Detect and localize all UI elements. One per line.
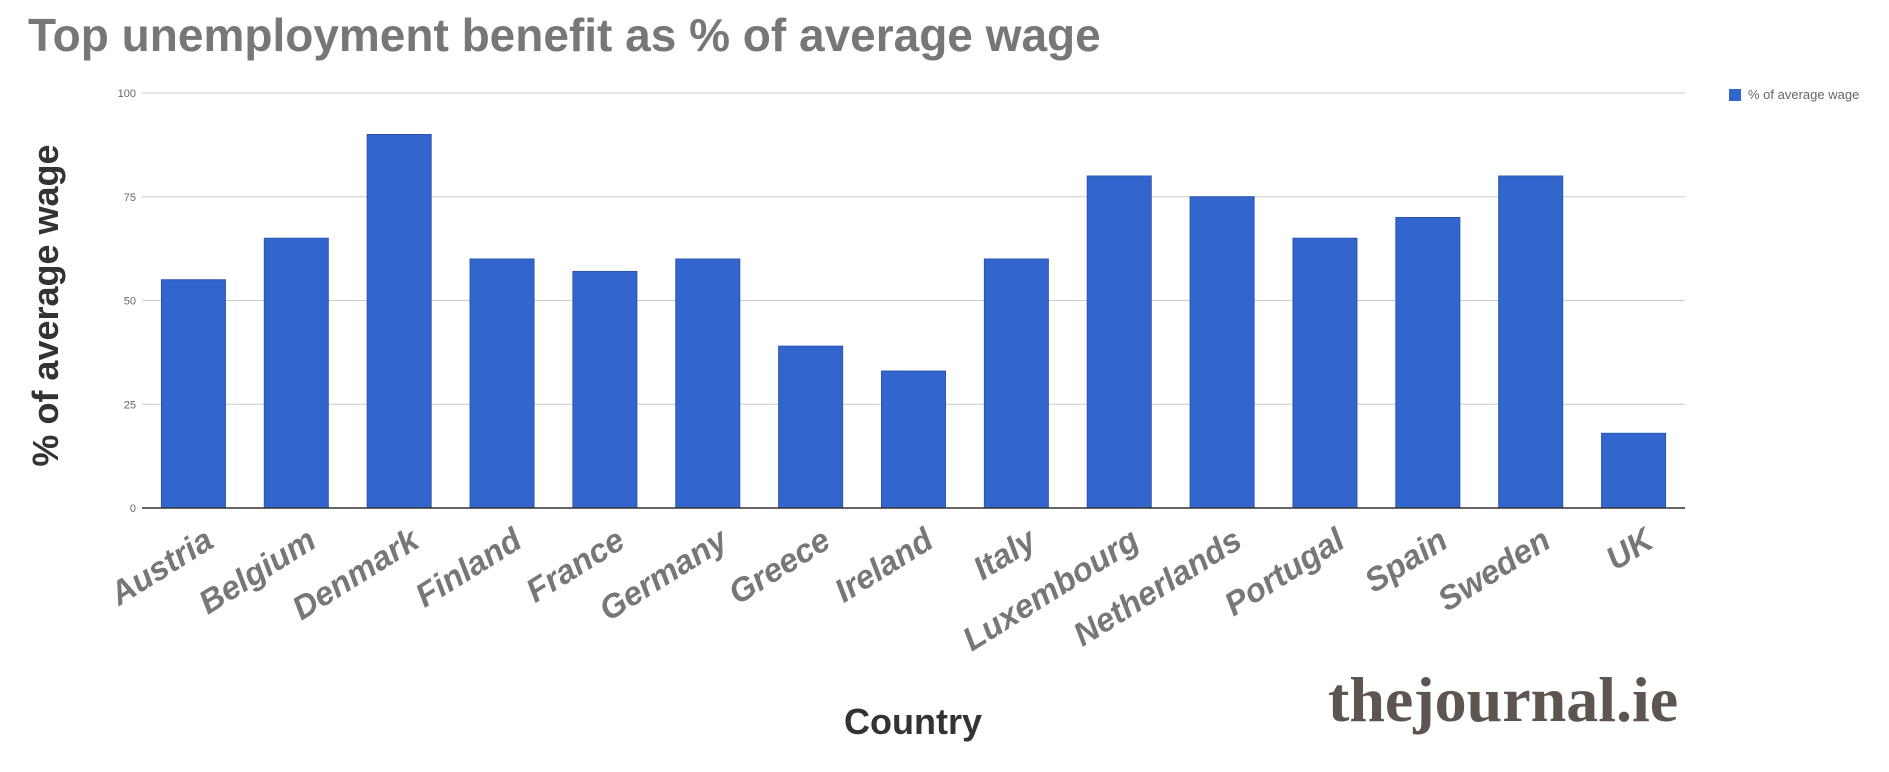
bar-greece <box>778 345 844 509</box>
thejournal-logo-watermark: thejournal.ie <box>1328 664 1678 735</box>
x-tick-label: Portugal <box>1218 520 1352 623</box>
bar-belgium <box>263 237 329 509</box>
bar-finland <box>469 258 535 509</box>
bar-ireland <box>881 370 946 509</box>
legend-label: % of average wage <box>1748 87 1859 102</box>
bar-france <box>572 270 638 509</box>
x-tick-label: Finland <box>409 520 529 614</box>
bar-luxembourg <box>1086 175 1152 509</box>
bar-spain <box>1395 217 1461 509</box>
bar-austria <box>160 279 226 509</box>
bar-netherlands <box>1189 196 1255 509</box>
x-tick-label: Ireland <box>828 520 940 609</box>
y-tick-label: 0 <box>130 503 136 515</box>
bar-germany <box>675 258 741 509</box>
x-tick-label: Sweden <box>1431 521 1556 618</box>
x-axis-title: Country <box>844 701 982 742</box>
x-tick-label: Italy <box>966 520 1043 587</box>
x-tick-label: Greece <box>722 521 837 612</box>
legend-swatch <box>1729 89 1741 101</box>
y-tick-label: 25 <box>124 399 136 411</box>
y-tick-label: 50 <box>124 296 136 308</box>
x-axis-category-labels: AustriaBelgiumDenmarkFinlandFranceGerman… <box>102 519 1661 657</box>
chart-title: Top unemployment benefit as % of average… <box>28 9 1101 61</box>
y-tick-label: 100 <box>118 88 136 100</box>
bar-italy <box>983 258 1049 509</box>
x-tick-label: UK <box>1599 519 1661 577</box>
y-tick-label: 75 <box>124 192 136 204</box>
bar-portugal <box>1292 237 1358 509</box>
bar-uk <box>1601 432 1667 509</box>
bar-denmark <box>366 134 432 509</box>
legend: % of average wage <box>1729 87 1859 102</box>
bar-sweden <box>1498 175 1564 509</box>
y-axis-title: % of average wage <box>25 144 66 466</box>
bars <box>160 134 1667 509</box>
y-axis-ticks: 0 25 50 75 100 <box>118 88 136 515</box>
